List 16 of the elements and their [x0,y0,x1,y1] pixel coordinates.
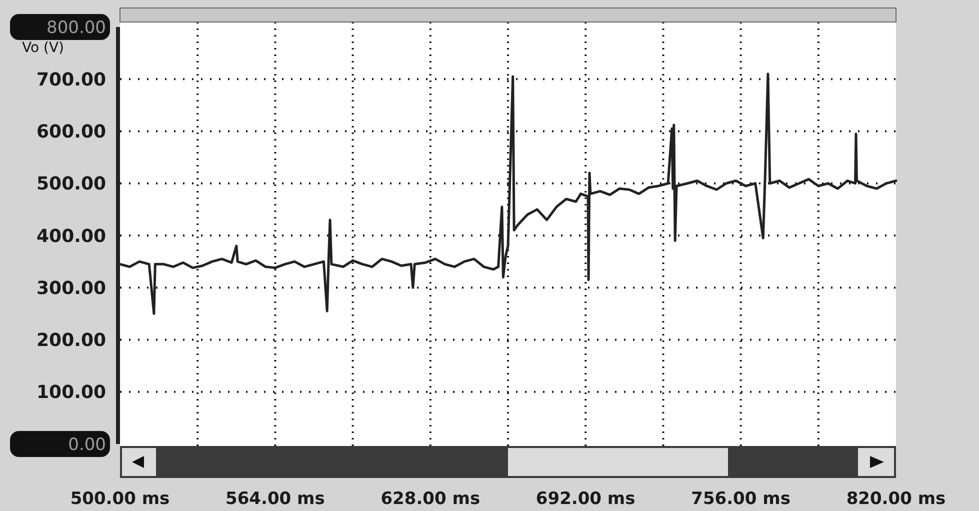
x-tick-label: 500.00 ms [70,488,170,509]
x-tick-label: 820.00 ms [846,488,946,509]
y-tick-label: 800.00 [46,18,106,38]
y-tick-label: 0.00 [68,434,106,455]
y-tick-label: 200.00 [36,330,106,352]
y-tick-label: 300.00 [36,278,106,299]
y-axis-title: Vo (V) [22,40,64,56]
x-tick-label: 628.00 ms [380,488,480,509]
y-tick-label: 700.00 [36,69,106,90]
y-tick-label: 500.00 [36,174,106,195]
y-tick-label: 600.00 [36,122,106,143]
x-tick-label: 564.00 ms [226,488,325,509]
x-tick-label: 756.00 ms [691,488,790,509]
y-tick-label: 100.00 [36,382,106,404]
x-tick-label: 692.00 ms [536,488,636,509]
y-tick-label: 400.00 [36,226,106,247]
